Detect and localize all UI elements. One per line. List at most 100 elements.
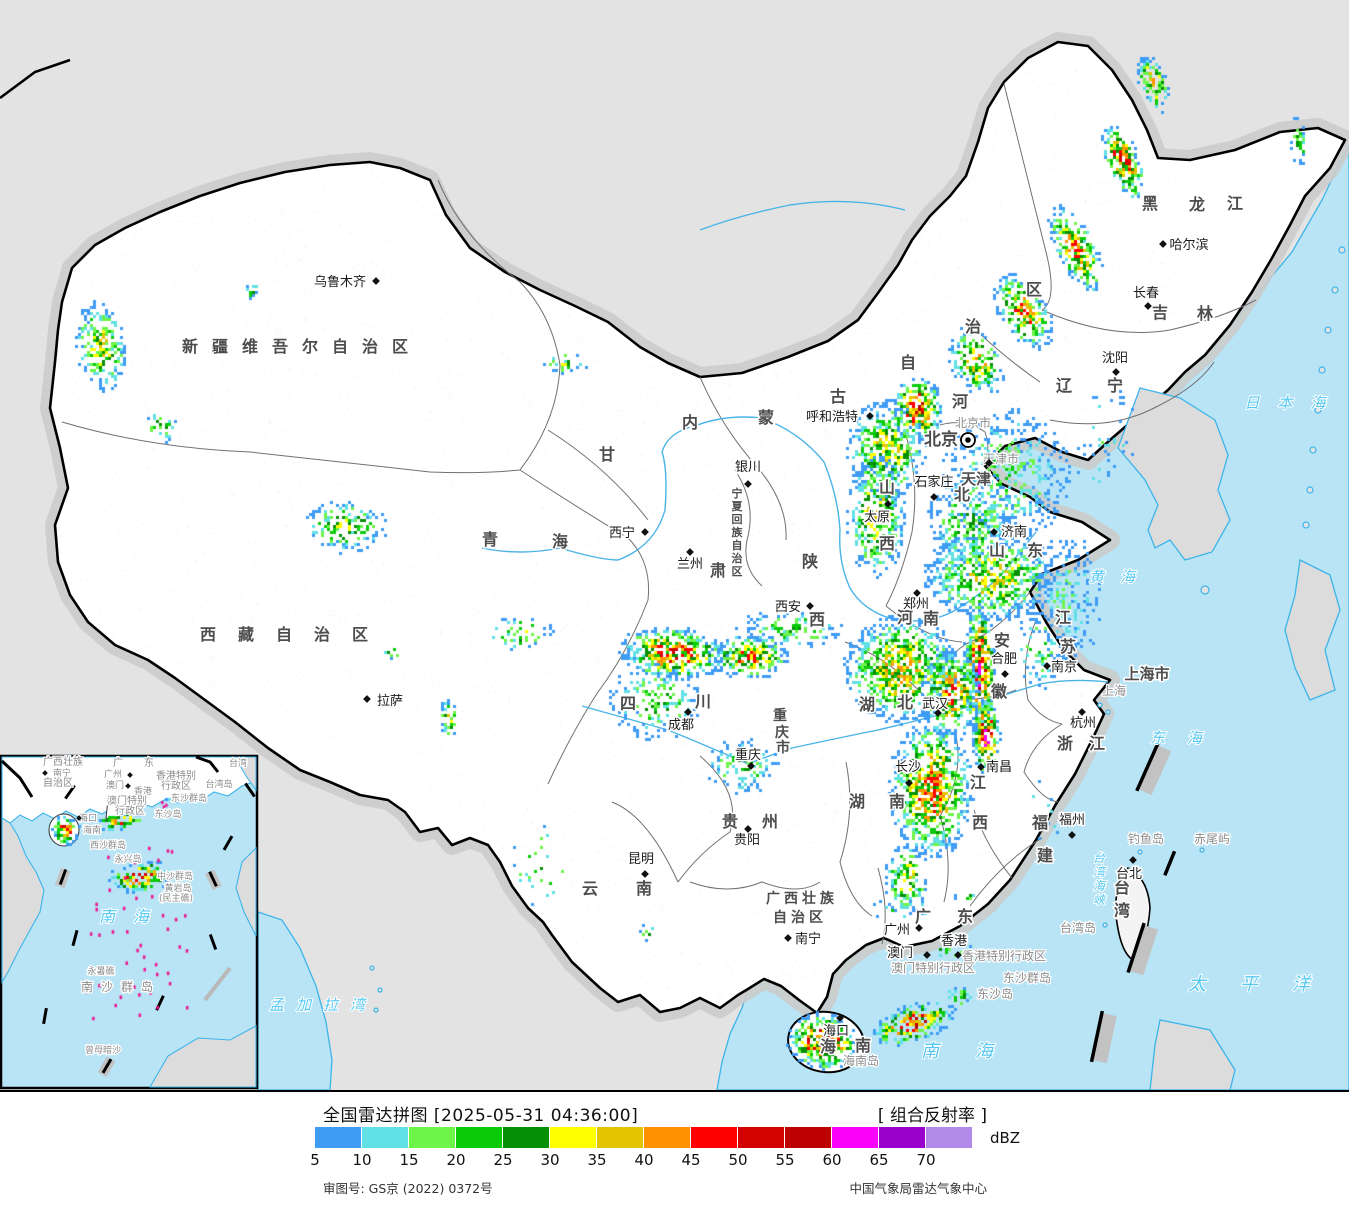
small-area-label: 上海 xyxy=(1102,683,1126,698)
province-label: 市 xyxy=(776,739,790,756)
province-label: 山 xyxy=(879,478,895,497)
city-marker-icon xyxy=(127,772,133,778)
province-label: 北京 xyxy=(924,429,958,450)
sea-name-label: 太平洋 xyxy=(1188,974,1344,995)
city-marker-icon xyxy=(641,870,649,878)
province-label: 云 xyxy=(582,879,598,898)
city-marker-icon xyxy=(363,695,371,703)
city-marker-icon xyxy=(923,951,931,959)
city-marker-icon xyxy=(42,770,48,776)
province-label: 广 xyxy=(915,907,931,926)
city-label: 福州 xyxy=(1059,813,1085,828)
province-label: 西藏自治区 xyxy=(200,625,390,644)
province-label: 苏 xyxy=(1060,637,1076,656)
small-area-label: 南宁 xyxy=(53,767,71,779)
sea-name-label: 黄海 xyxy=(1089,568,1151,586)
dbz-color-cell xyxy=(691,1127,737,1148)
province-label: 自治区 xyxy=(773,909,827,926)
province-label: 自 xyxy=(900,353,916,372)
city-marker-icon xyxy=(985,459,993,467)
small-area-label: 钓鱼岛 xyxy=(1128,831,1164,846)
province-label: 吉 xyxy=(1152,303,1168,322)
province-label: 甘 xyxy=(599,445,615,464)
province-label: 湾 xyxy=(1114,901,1130,920)
sea-name-label: 南海 xyxy=(921,1041,1029,1062)
province-label: 徽 xyxy=(990,682,1008,701)
small-area-label: 台湾岛 xyxy=(1060,920,1096,935)
city-marker-icon xyxy=(684,708,692,716)
small-area-label: 行政区 xyxy=(115,804,145,817)
province-label: 江 xyxy=(1055,608,1071,627)
province-label: 区 xyxy=(1026,280,1042,299)
province-label: 西 xyxy=(879,534,895,553)
province-label: 重 xyxy=(773,707,787,724)
city-label: 杭州 xyxy=(1070,716,1096,731)
dbz-color-cell xyxy=(879,1127,925,1148)
small-area-label: 永兴岛 xyxy=(114,853,141,865)
city-label: 哈尔滨 xyxy=(1169,237,1208,253)
dbz-tick-value: 25 xyxy=(493,1151,513,1169)
province-label: 四 xyxy=(620,694,636,713)
city-marker-icon xyxy=(641,528,649,536)
city-label: 济南 xyxy=(1001,524,1027,540)
city-marker-icon xyxy=(905,779,913,787)
city-label: 武汉 xyxy=(922,697,948,712)
map-approval-no: 审图号: GS京 (2022) 0372号 xyxy=(323,1181,493,1196)
city-label: 南京 xyxy=(1051,659,1077,675)
small-area-label: 澳门 xyxy=(106,779,124,791)
dbz-unit-label: dBZ xyxy=(990,1129,1021,1147)
dbz-tick-value: 10 xyxy=(352,1151,372,1169)
province-label: 江 xyxy=(1089,734,1105,753)
small-area-label: 香港 xyxy=(134,785,152,797)
province-label: 庆 xyxy=(775,724,789,741)
dbz-tick-value: 50 xyxy=(728,1151,748,1169)
province-label: 东 xyxy=(1027,541,1043,560)
city-marker-icon xyxy=(76,815,82,821)
province-label: 西 xyxy=(809,610,825,629)
sea-name-label: 日本海 xyxy=(1244,394,1343,412)
city-label: 贵阳 xyxy=(734,833,760,848)
city-label: 台北 xyxy=(1116,867,1142,882)
province-label: 贵 xyxy=(722,812,738,831)
province-label: 州 xyxy=(761,812,778,831)
province-label: 湖 xyxy=(859,695,875,714)
small-area-label: 东 xyxy=(144,756,154,769)
province-label: 古 xyxy=(830,387,846,406)
dbz-color-cell xyxy=(738,1127,784,1148)
province-label: 海 xyxy=(820,1037,836,1056)
city-marker-icon xyxy=(977,763,985,771)
dbz-tick-value: 70 xyxy=(916,1151,936,1169)
city-label: 南宁 xyxy=(795,931,821,947)
sea-name-label: 南海 xyxy=(99,907,167,926)
city-marker-icon xyxy=(1129,856,1137,864)
city-marker-icon xyxy=(784,934,792,942)
small-area-label: 南沙群岛 xyxy=(81,979,161,994)
city-label: 银川 xyxy=(735,460,761,475)
dbz-color-cell xyxy=(785,1127,831,1148)
province-label: 山 xyxy=(989,541,1005,560)
province-label: 河 xyxy=(952,392,968,411)
province-label: 治 xyxy=(965,317,981,336)
province-label: 江 xyxy=(1227,194,1243,213)
province-label: 蒙 xyxy=(758,408,774,427)
province-label: 湖 xyxy=(849,792,865,811)
city-label: 沈阳 xyxy=(1102,351,1128,366)
city-label: 西安 xyxy=(775,600,801,615)
city-label: 拉萨 xyxy=(377,694,403,709)
city-label: 昆明 xyxy=(628,852,654,867)
dbz-tick-value: 65 xyxy=(869,1151,889,1169)
small-area-label: 永暑礁 xyxy=(87,965,114,977)
small-area-label: 东沙群岛 xyxy=(171,792,207,804)
province-label: 西 xyxy=(972,813,988,832)
city-label: 兰州 xyxy=(677,557,703,572)
small-area-label: 广 xyxy=(113,757,123,769)
city-marker-icon xyxy=(915,924,923,932)
small-area-label: 广州 xyxy=(104,768,122,780)
city-label: 太原 xyxy=(864,510,890,525)
sea-name-label: 台湾海峡 xyxy=(1093,851,1107,907)
sea-name-label: 孟加拉湾 xyxy=(269,996,377,1014)
sea-name-label: 东海 xyxy=(1150,729,1224,747)
province-label: 东 xyxy=(957,907,973,926)
small-area-label: 台湾岛 xyxy=(205,778,232,790)
city-marker-icon xyxy=(1144,302,1152,310)
